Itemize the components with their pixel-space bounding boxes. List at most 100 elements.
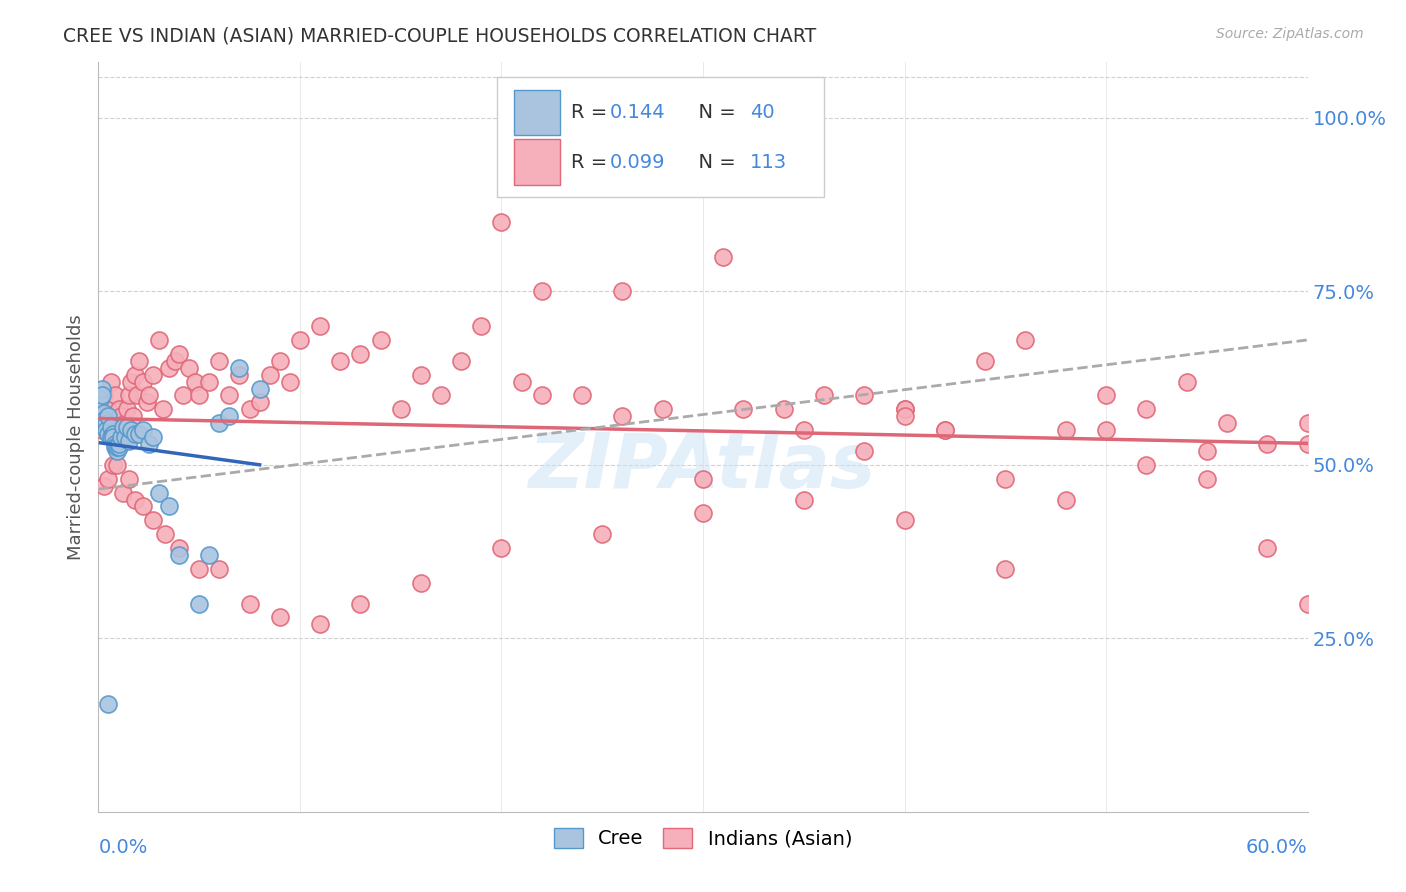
Point: [389, 402, 412, 417]
Text: 0.144: 0.144: [610, 103, 665, 122]
Point: [491, 541, 513, 555]
FancyBboxPatch shape: [515, 90, 561, 136]
Point: [1135, 402, 1157, 417]
Point: [100, 430, 122, 444]
Point: [198, 375, 221, 389]
Point: [1054, 423, 1077, 437]
Point: [101, 430, 124, 444]
Point: [138, 388, 160, 402]
Text: N =: N =: [686, 103, 742, 122]
Point: [1296, 437, 1319, 451]
Point: [107, 441, 129, 455]
Point: [105, 458, 128, 472]
Point: [93, 388, 115, 402]
Point: [813, 388, 835, 402]
Point: [793, 492, 815, 507]
Point: [101, 416, 124, 430]
Point: [1256, 437, 1278, 451]
Point: [101, 426, 124, 441]
Point: [96, 416, 118, 430]
Point: [370, 333, 392, 347]
Point: [142, 430, 165, 444]
Point: [853, 444, 876, 458]
Point: [239, 402, 262, 417]
Point: [793, 423, 815, 437]
Point: [510, 375, 533, 389]
Text: CREE VS INDIAN (ASIAN) MARRIED-COUPLE HOUSEHOLDS CORRELATION CHART: CREE VS INDIAN (ASIAN) MARRIED-COUPLE HO…: [63, 27, 817, 45]
Point: [651, 402, 673, 417]
Point: [249, 382, 271, 396]
Point: [125, 388, 148, 402]
Point: [163, 353, 186, 368]
Point: [994, 472, 1017, 486]
Point: [692, 472, 714, 486]
Point: [612, 285, 634, 299]
Point: [188, 562, 211, 576]
Point: [142, 368, 165, 382]
Point: [711, 250, 734, 264]
Point: [142, 513, 165, 527]
Point: [167, 347, 190, 361]
Point: [118, 472, 141, 486]
Point: [1296, 597, 1319, 611]
Point: [115, 402, 138, 417]
Point: [97, 472, 120, 486]
Point: [120, 423, 142, 437]
Point: [132, 423, 155, 437]
Point: [309, 617, 332, 632]
Point: [288, 333, 311, 347]
Point: [893, 513, 915, 527]
Point: [430, 388, 453, 402]
Point: [994, 562, 1017, 576]
Point: [269, 610, 291, 624]
Point: [103, 388, 125, 402]
Point: [100, 419, 122, 434]
FancyBboxPatch shape: [515, 139, 561, 185]
Point: [114, 416, 136, 430]
Point: [1175, 375, 1198, 389]
Point: [733, 402, 755, 417]
Point: [349, 597, 371, 611]
Point: [111, 485, 134, 500]
Point: [278, 375, 301, 389]
Text: R =: R =: [571, 153, 613, 171]
Point: [1195, 444, 1218, 458]
Text: 113: 113: [751, 153, 787, 171]
Point: [249, 395, 271, 409]
Point: [91, 423, 114, 437]
Point: [893, 402, 915, 417]
Point: [218, 388, 240, 402]
Point: [1095, 388, 1118, 402]
Point: [329, 353, 352, 368]
Point: [1296, 416, 1319, 430]
Point: [934, 423, 956, 437]
Point: [89, 392, 111, 406]
Point: [491, 215, 513, 229]
Point: [179, 360, 201, 375]
Point: [107, 402, 129, 417]
Point: [228, 360, 250, 375]
Point: [111, 423, 134, 437]
Point: [309, 319, 332, 334]
Point: [91, 382, 114, 396]
Point: [1014, 333, 1036, 347]
Point: [167, 548, 190, 562]
Point: [409, 575, 432, 590]
Point: [208, 416, 231, 430]
Point: [121, 409, 143, 424]
Point: [138, 437, 160, 451]
Point: [118, 434, 141, 448]
Point: [97, 697, 120, 711]
Point: [893, 409, 915, 424]
Point: [772, 402, 794, 417]
Point: [269, 353, 291, 368]
FancyBboxPatch shape: [498, 78, 824, 197]
Text: 0.0%: 0.0%: [98, 838, 148, 857]
Text: ZIPAtlas: ZIPAtlas: [529, 430, 877, 504]
Point: [128, 353, 150, 368]
Point: [96, 423, 118, 437]
Point: [450, 353, 472, 368]
Point: [100, 375, 122, 389]
Point: [228, 368, 250, 382]
Point: [1135, 458, 1157, 472]
